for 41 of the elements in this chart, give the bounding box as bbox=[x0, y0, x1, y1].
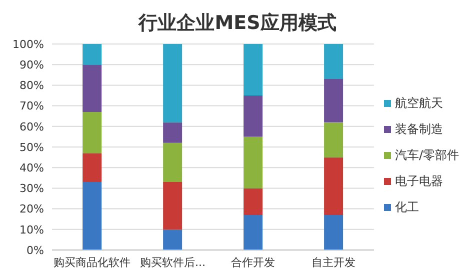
bar bbox=[324, 214, 344, 250]
bar bbox=[163, 122, 182, 143]
bar bbox=[163, 229, 182, 250]
x-tick-label: 购买商品化软件 bbox=[54, 256, 131, 269]
bar bbox=[163, 142, 182, 182]
bar bbox=[163, 182, 182, 230]
bar bbox=[244, 214, 263, 250]
y-tick-label: 10% bbox=[20, 223, 44, 236]
y-tick-label: 100% bbox=[12, 38, 44, 51]
y-tick-label: 70% bbox=[20, 100, 44, 113]
y-tick-label: 60% bbox=[20, 120, 44, 134]
x-tick-label: 购买软件后... bbox=[140, 256, 206, 269]
bar bbox=[82, 182, 102, 250]
y-tick-label: 40% bbox=[20, 162, 44, 175]
bar bbox=[82, 112, 102, 154]
y-tick-label: 20% bbox=[20, 202, 44, 216]
y-tick-label: 80% bbox=[20, 79, 44, 92]
bar bbox=[324, 157, 344, 215]
bar bbox=[324, 122, 344, 158]
bar bbox=[244, 96, 263, 137]
y-tick-label: 30% bbox=[20, 182, 44, 196]
x-tick-label: 合作开发 bbox=[231, 256, 276, 269]
bar bbox=[163, 44, 182, 122]
legend-label: 航空航天 bbox=[394, 94, 443, 112]
bar bbox=[82, 64, 102, 112]
bar bbox=[244, 44, 263, 96]
legend-label: 化工 bbox=[394, 198, 419, 216]
bar bbox=[244, 136, 263, 188]
bar bbox=[324, 44, 344, 80]
legend-label: 电子电器 bbox=[394, 172, 443, 190]
bar bbox=[82, 44, 102, 65]
bar bbox=[244, 188, 263, 215]
chart-title: 行业企业MES应用模式 bbox=[137, 11, 338, 36]
legend-label: 汽车/零部件 bbox=[394, 146, 459, 164]
x-tick-label: 自主开发 bbox=[312, 256, 356, 269]
bar bbox=[82, 153, 102, 182]
y-tick-label: 90% bbox=[20, 58, 44, 72]
y-tick-label: 0% bbox=[26, 244, 44, 257]
y-tick-label: 50% bbox=[20, 140, 44, 154]
legend-label: 装备制造 bbox=[394, 120, 443, 138]
bar bbox=[324, 79, 344, 122]
